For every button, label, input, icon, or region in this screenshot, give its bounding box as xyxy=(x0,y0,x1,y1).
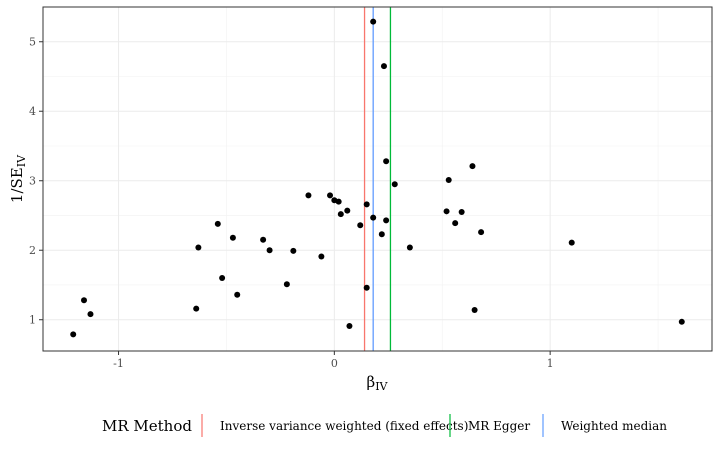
data-point xyxy=(568,239,575,246)
data-point xyxy=(378,231,385,238)
data-point xyxy=(290,247,297,254)
method-lines xyxy=(363,7,392,351)
data-point xyxy=(471,306,478,313)
data-point xyxy=(458,209,465,216)
data-point xyxy=(195,244,202,251)
data-point xyxy=(81,297,88,304)
data-point xyxy=(363,201,370,208)
x-tick-label: 0 xyxy=(331,357,338,370)
data-point xyxy=(469,163,476,170)
y-tick-label: 4 xyxy=(29,105,36,118)
y-axis-title-sub: IV xyxy=(15,154,28,167)
data-point xyxy=(283,281,290,288)
y-tick-label: 5 xyxy=(29,36,36,49)
data-point xyxy=(383,158,390,165)
x-axis-title-main: β xyxy=(367,373,376,391)
data-point xyxy=(344,207,351,214)
data-point xyxy=(380,63,387,70)
y-axis-ticks: 1 2 3 4 5 xyxy=(29,36,43,327)
data-point xyxy=(327,192,334,199)
y-axis-title: 1/SEIV xyxy=(8,154,28,203)
data-point xyxy=(478,229,485,236)
y-tick-label: 2 xyxy=(29,244,36,257)
data-points xyxy=(70,18,685,338)
data-point xyxy=(383,217,390,224)
plot-panel xyxy=(43,7,712,351)
data-point xyxy=(214,220,221,227)
data-point xyxy=(234,291,241,298)
x-axis-title: βIV xyxy=(367,373,389,393)
data-point xyxy=(193,305,200,312)
data-point xyxy=(370,18,377,25)
data-point xyxy=(346,322,353,329)
minor-gridlines xyxy=(43,6,712,351)
legend-label-median: Weighted median xyxy=(561,419,667,433)
major-gridlines xyxy=(43,7,712,351)
data-point xyxy=(70,331,77,338)
plot-border xyxy=(42,6,713,352)
legend: MR Method Inverse variance weighted (fix… xyxy=(102,414,667,437)
x-tick-label: 1 xyxy=(547,357,554,370)
data-point xyxy=(363,284,370,291)
data-point xyxy=(370,214,377,221)
legend-label-ivw: Inverse variance weighted (fixed effects… xyxy=(220,419,468,433)
data-point xyxy=(357,222,364,229)
data-point xyxy=(335,198,342,205)
x-tick-label: -1 xyxy=(113,357,124,370)
legend-label-egger: MR Egger xyxy=(468,419,530,433)
data-point xyxy=(391,181,398,188)
data-point xyxy=(678,318,685,325)
data-point xyxy=(406,244,413,251)
y-tick-label: 1 xyxy=(29,314,36,327)
data-point xyxy=(229,234,236,241)
data-point xyxy=(452,220,459,227)
data-point xyxy=(337,211,344,218)
x-axis-title-sub: IV xyxy=(375,380,388,393)
data-point xyxy=(266,247,273,254)
data-point xyxy=(318,253,325,260)
x-axis-ticks: -1 0 1 xyxy=(113,351,554,370)
legend-title: MR Method xyxy=(102,417,192,435)
y-axis-title-main: 1/SE xyxy=(8,167,26,203)
data-point xyxy=(260,236,267,243)
data-point xyxy=(305,192,312,199)
data-point xyxy=(445,177,452,184)
y-tick-label: 3 xyxy=(29,175,36,188)
data-point xyxy=(219,275,226,282)
data-point xyxy=(87,311,94,318)
data-point xyxy=(443,208,450,215)
